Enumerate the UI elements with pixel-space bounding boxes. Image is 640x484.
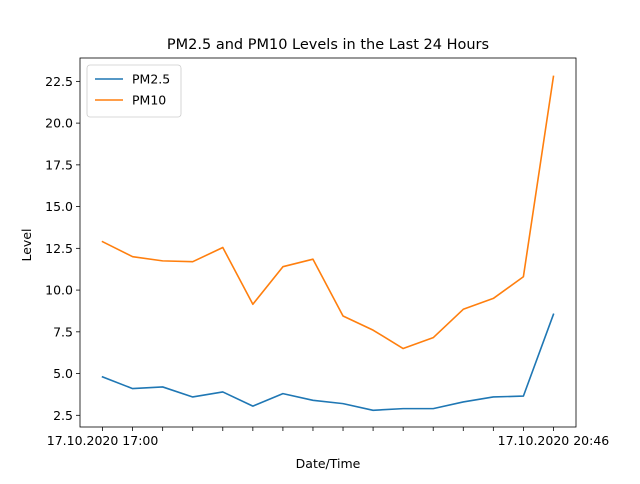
y-axis-label: Level <box>19 229 34 262</box>
legend: PM2.5 PM10 <box>86 64 182 118</box>
y-tick-label: 2.5 <box>53 408 73 423</box>
y-tick-label: 17.5 <box>45 157 73 172</box>
axes-frame <box>79 57 577 428</box>
series-line-pm25 <box>101 313 555 412</box>
x-tick-label: 17.10.2020 17:00 <box>47 433 159 448</box>
y-tick-label: 20.0 <box>45 116 73 131</box>
y-tick-label: 7.5 <box>53 324 73 339</box>
legend-box <box>86 64 182 118</box>
plot-area: 2.5 5.0 7.5 10.0 12.5 15.0 17.5 20.0 22.5 17.10.2… <box>45 57 610 448</box>
chart-title: PM2.5 and PM10 Levels in the Last 24 Hou… <box>167 37 489 53</box>
y-tick-label: 10.0 <box>45 283 73 298</box>
y-tick-label: 15.0 <box>45 199 73 214</box>
y-tick-label: 5.0 <box>53 366 73 381</box>
x-tick-label: 17.10.2020 20:46 <box>498 433 610 448</box>
y-tick-label: 22.5 <box>45 74 73 89</box>
series-line-pm10 <box>101 75 555 350</box>
y-tick-label: 12.5 <box>45 241 73 256</box>
x-axis-label: Date/Time <box>296 456 361 471</box>
legend-label: PM2.5 <box>132 72 170 87</box>
legend-label: PM10 <box>132 93 166 108</box>
